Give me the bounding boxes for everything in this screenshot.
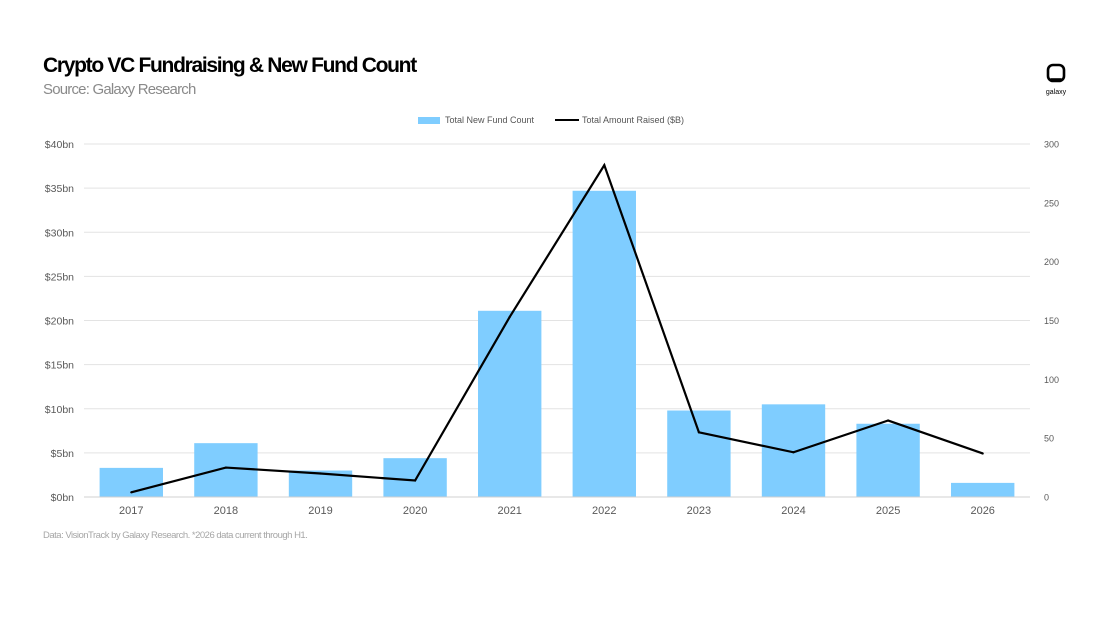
chart-title: Crypto VC Fundraising & New Fund Count — [43, 54, 417, 77]
y-left-tick-label: $35bn — [45, 183, 74, 195]
line-point — [414, 479, 417, 482]
x-tick-label: 2025 — [876, 505, 900, 517]
x-tick-label: 2023 — [687, 505, 711, 517]
galaxy-logo: galaxy — [1040, 63, 1072, 96]
y-right-tick-label: 300 — [1044, 140, 1059, 150]
x-tick-label: 2018 — [214, 505, 238, 517]
bar — [572, 190, 636, 497]
line-point — [224, 466, 227, 469]
y-left-tick-label: $40bn — [45, 139, 74, 151]
legend-item-amount-raised: Total Amount Raised ($B) — [555, 115, 684, 125]
y-right-tick-label: 50 — [1044, 434, 1054, 444]
chart-legend: Total New Fund Count Total Amount Raised… — [0, 115, 1100, 129]
y-right-tick-label: 100 — [1044, 375, 1059, 385]
galaxy-logo-icon — [1046, 63, 1066, 83]
amount-raised-line — [131, 162, 984, 494]
y-right-tick-label: 0 — [1044, 493, 1049, 503]
bar — [761, 404, 826, 497]
chart-subtitle: Source: Galaxy Research — [43, 81, 196, 98]
bar — [667, 410, 731, 497]
line-point — [792, 451, 795, 454]
x-tick-label: 2021 — [497, 505, 521, 517]
line-point — [697, 431, 701, 434]
x-tick-label: 2022 — [592, 505, 616, 517]
y-right-tick-label: 150 — [1044, 316, 1059, 326]
y-left-tick-label: $20bn — [45, 316, 74, 328]
legend-line-swatch — [555, 119, 579, 121]
line-point — [981, 452, 984, 455]
bar — [951, 482, 1015, 497]
y-right-tick-label: 250 — [1044, 198, 1059, 208]
galaxy-logo-text: galaxy — [1045, 89, 1067, 96]
line-point — [319, 472, 322, 475]
x-tick-label: 2026 — [970, 505, 994, 517]
y-left-tick-label: $30bn — [45, 227, 74, 239]
line-point — [887, 419, 890, 422]
y-right-tick-label: 200 — [1044, 257, 1059, 267]
bar — [478, 310, 542, 497]
x-tick-label: 2019 — [308, 505, 332, 517]
y-left-tick-label: $0bn — [51, 492, 75, 504]
y-left-tick-label: $10bn — [45, 404, 74, 416]
chart-footnote: Data: VisionTrack by Galaxy Research. *2… — [43, 530, 308, 541]
y-left-tick-label: $25bn — [45, 271, 74, 283]
bar — [856, 423, 920, 497]
bar — [383, 458, 447, 497]
x-tick-label: 2024 — [781, 505, 805, 517]
x-tick-label: 2020 — [403, 505, 427, 517]
line-point — [603, 164, 606, 167]
legend-item-fund-count: Total New Fund Count — [418, 115, 534, 125]
y-left-tick-label: $15bn — [45, 360, 74, 372]
x-tick-label: 2017 — [119, 505, 143, 517]
bar — [194, 443, 258, 497]
legend-label-amount-raised: Total Amount Raised ($B) — [582, 115, 685, 125]
y-left-tick-label: $5bn — [51, 448, 75, 460]
legend-bar-swatch — [418, 116, 440, 124]
line-point — [130, 491, 133, 494]
legend-label-fund-count: Total New Fund Count — [445, 115, 535, 125]
line-point — [508, 315, 511, 319]
